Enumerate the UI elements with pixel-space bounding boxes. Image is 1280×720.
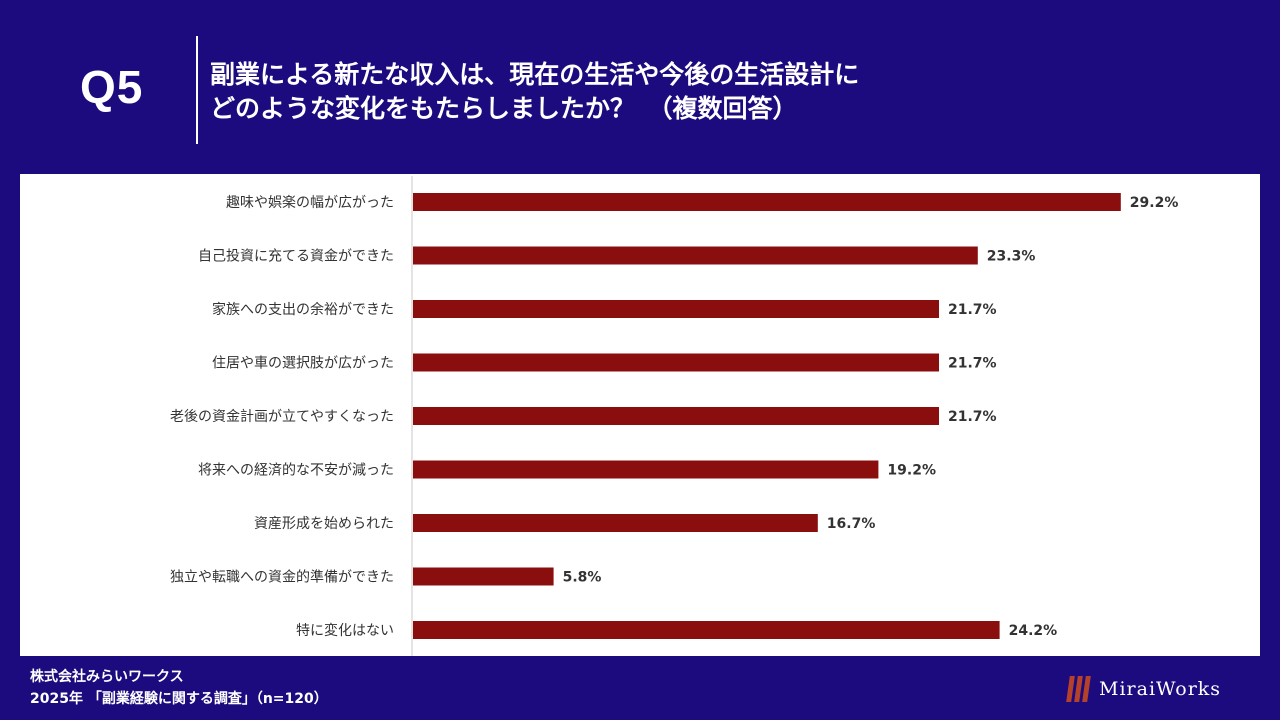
category-label: 家族への支出の余裕ができた bbox=[212, 301, 394, 318]
footer-survey: 2025年 「副業経験に関する調査」（n=120） bbox=[30, 691, 328, 707]
logo-mark-icon bbox=[1066, 676, 1091, 702]
question-divider bbox=[196, 36, 198, 144]
bar bbox=[413, 193, 1121, 211]
bar bbox=[413, 300, 940, 318]
value-label: 16.7% bbox=[827, 516, 876, 532]
bar bbox=[413, 621, 1000, 639]
value-label: 21.7% bbox=[948, 356, 997, 372]
bar bbox=[413, 460, 879, 479]
value-label: 24.2% bbox=[1009, 623, 1058, 639]
footer-company: 株式会社みらいワークス bbox=[30, 669, 184, 685]
bar bbox=[413, 246, 978, 265]
question-title: 副業による新たな収入は、現在の生活や今後の生活設計に どのような変化をもたらしま… bbox=[210, 58, 1210, 126]
category-label: 特に変化はない bbox=[296, 622, 394, 639]
value-label: 21.7% bbox=[948, 409, 997, 425]
value-label: 19.2% bbox=[887, 463, 936, 479]
category-label: 将来への経済的な不安が減った bbox=[198, 462, 394, 479]
value-label: 23.3% bbox=[987, 249, 1036, 265]
value-label: 21.7% bbox=[948, 302, 997, 318]
question-title-line-1: 副業による新たな収入は、現在の生活や今後の生活設計に bbox=[210, 60, 860, 89]
category-label: 自己投資に充てる資金ができた bbox=[198, 249, 394, 265]
category-label: 資産形成を始められた bbox=[254, 516, 394, 532]
chart-panel: 趣味や娯楽の幅が広がった 29.2% 自己投資に充てる資金ができた 23.3% 家族への… bbox=[20, 174, 1260, 656]
category-label: 独立や転職への資金的準備ができた bbox=[170, 570, 394, 586]
category-label: 趣味や娯楽の幅が広がった bbox=[226, 195, 394, 211]
value-label: 29.2% bbox=[1130, 195, 1179, 211]
footer: 株式会社みらいワークス 2025年 「副業経験に関する調査」（n=120） bbox=[30, 666, 328, 710]
bar bbox=[413, 567, 554, 586]
category-label: 老後の資金計画が立てやすくなった bbox=[170, 409, 394, 425]
question-number: Q5 bbox=[80, 61, 144, 113]
logo-text: MiraiWorks bbox=[1099, 678, 1222, 700]
bar-chart: 趣味や娯楽の幅が広がった 29.2% 自己投資に充てる資金ができた 23.3% 家族への… bbox=[170, 176, 1179, 656]
value-label: 5.8% bbox=[563, 570, 602, 586]
bar bbox=[413, 353, 940, 372]
bar bbox=[413, 514, 818, 532]
mirai-works-logo: MiraiWorks bbox=[1066, 674, 1222, 704]
bar bbox=[413, 407, 940, 425]
question-title-line-2: どのような変化をもたらしましたか？ （複数回答） bbox=[210, 94, 798, 123]
category-label: 住居や車の選択肢が広がった bbox=[212, 355, 394, 372]
